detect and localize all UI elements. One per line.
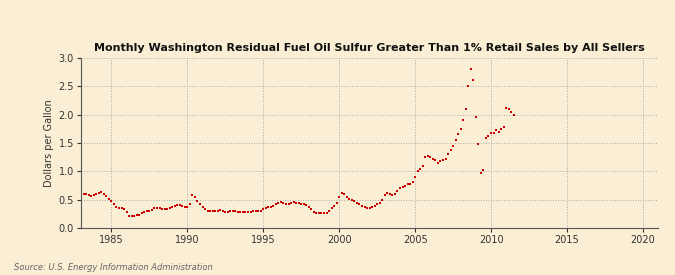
Y-axis label: Dollars per Gallon: Dollars per Gallon (45, 99, 55, 187)
Text: Source: U.S. Energy Information Administration: Source: U.S. Energy Information Administ… (14, 263, 212, 272)
Title: Monthly Washington Residual Fuel Oil Sulfur Greater Than 1% Retail Sales by All : Monthly Washington Residual Fuel Oil Sul… (95, 43, 645, 53)
